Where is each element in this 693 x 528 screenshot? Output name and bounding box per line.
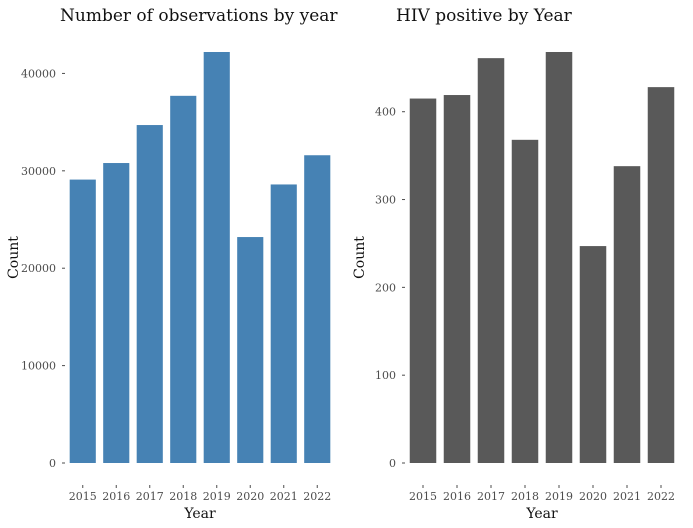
y-tick-label: 10000 [21, 360, 56, 373]
x-tick-label: 2017 [477, 490, 505, 503]
y-tick-label: 20000 [21, 262, 56, 275]
chart-title: HIV positive by Year [396, 6, 572, 26]
x-tick-label: 2016 [443, 490, 471, 503]
bar-2017 [136, 125, 163, 464]
y-tick-label: 200 [375, 281, 396, 294]
x-tick-label: 2019 [203, 490, 231, 503]
bar-2018 [170, 95, 197, 463]
observations-chart-panel: Number of observations by year 0 10000 200… [0, 0, 346, 528]
observations-bar-chart: 0 10000 20000 30000 40000 2015 2016 2017 2018 201… [6, 52, 331, 522]
bar-2018 [511, 139, 539, 464]
x-axis-title: Year [183, 506, 216, 522]
y-tick-label: 400 [375, 106, 396, 119]
x-tick-label: 2020 [579, 490, 607, 503]
bar-2021 [613, 166, 641, 463]
bar-2020 [237, 237, 264, 463]
bar-2017 [477, 58, 505, 464]
x-tick-label: 2015 [409, 490, 437, 503]
x-axis-title: Year [525, 506, 558, 522]
y-tick-label: 100 [375, 369, 396, 382]
y-axis-title: Count [352, 236, 368, 279]
y-tick-label: 30000 [21, 165, 56, 178]
x-tick-label: 2021 [613, 490, 641, 503]
chart-title: Number of observations by year [60, 6, 338, 26]
bar-2022 [647, 87, 675, 463]
y-axis-title: Count [6, 236, 22, 279]
x-tick-label: 2022 [647, 490, 675, 503]
y-tick-label: 40000 [21, 67, 56, 80]
x-tick-label: 2020 [236, 490, 264, 503]
y-tick-label: 0 [389, 457, 396, 470]
hiv-positive-bar-chart: 0 100 200 300 400 2015 2016 2017 2018 2019 2020 202… [352, 52, 675, 522]
bar-2016 [103, 163, 130, 463]
hiv-positive-chart-panel: HIV positive by Year 0 100 200 300 400 2015 20… [346, 0, 693, 528]
x-tick-label: 2018 [169, 490, 197, 503]
x-tick-label: 2018 [511, 490, 539, 503]
x-tick-label: 2015 [69, 490, 97, 503]
bar-2016 [443, 95, 471, 464]
x-tick-label: 2022 [303, 490, 331, 503]
bar-2015 [69, 179, 96, 463]
y-tick-label: 300 [375, 194, 396, 207]
x-tick-label: 2019 [545, 490, 573, 503]
bar-2019 [203, 52, 230, 463]
bar-2022 [304, 155, 331, 463]
bar-2015 [409, 98, 437, 464]
x-tick-label: 2021 [270, 490, 298, 503]
bar-2020 [579, 246, 607, 463]
y-tick-label: 0 [49, 457, 56, 470]
x-tick-label: 2017 [136, 490, 164, 503]
bar-2021 [270, 184, 297, 464]
bar-2019 [545, 52, 573, 463]
x-tick-label: 2016 [102, 490, 130, 503]
